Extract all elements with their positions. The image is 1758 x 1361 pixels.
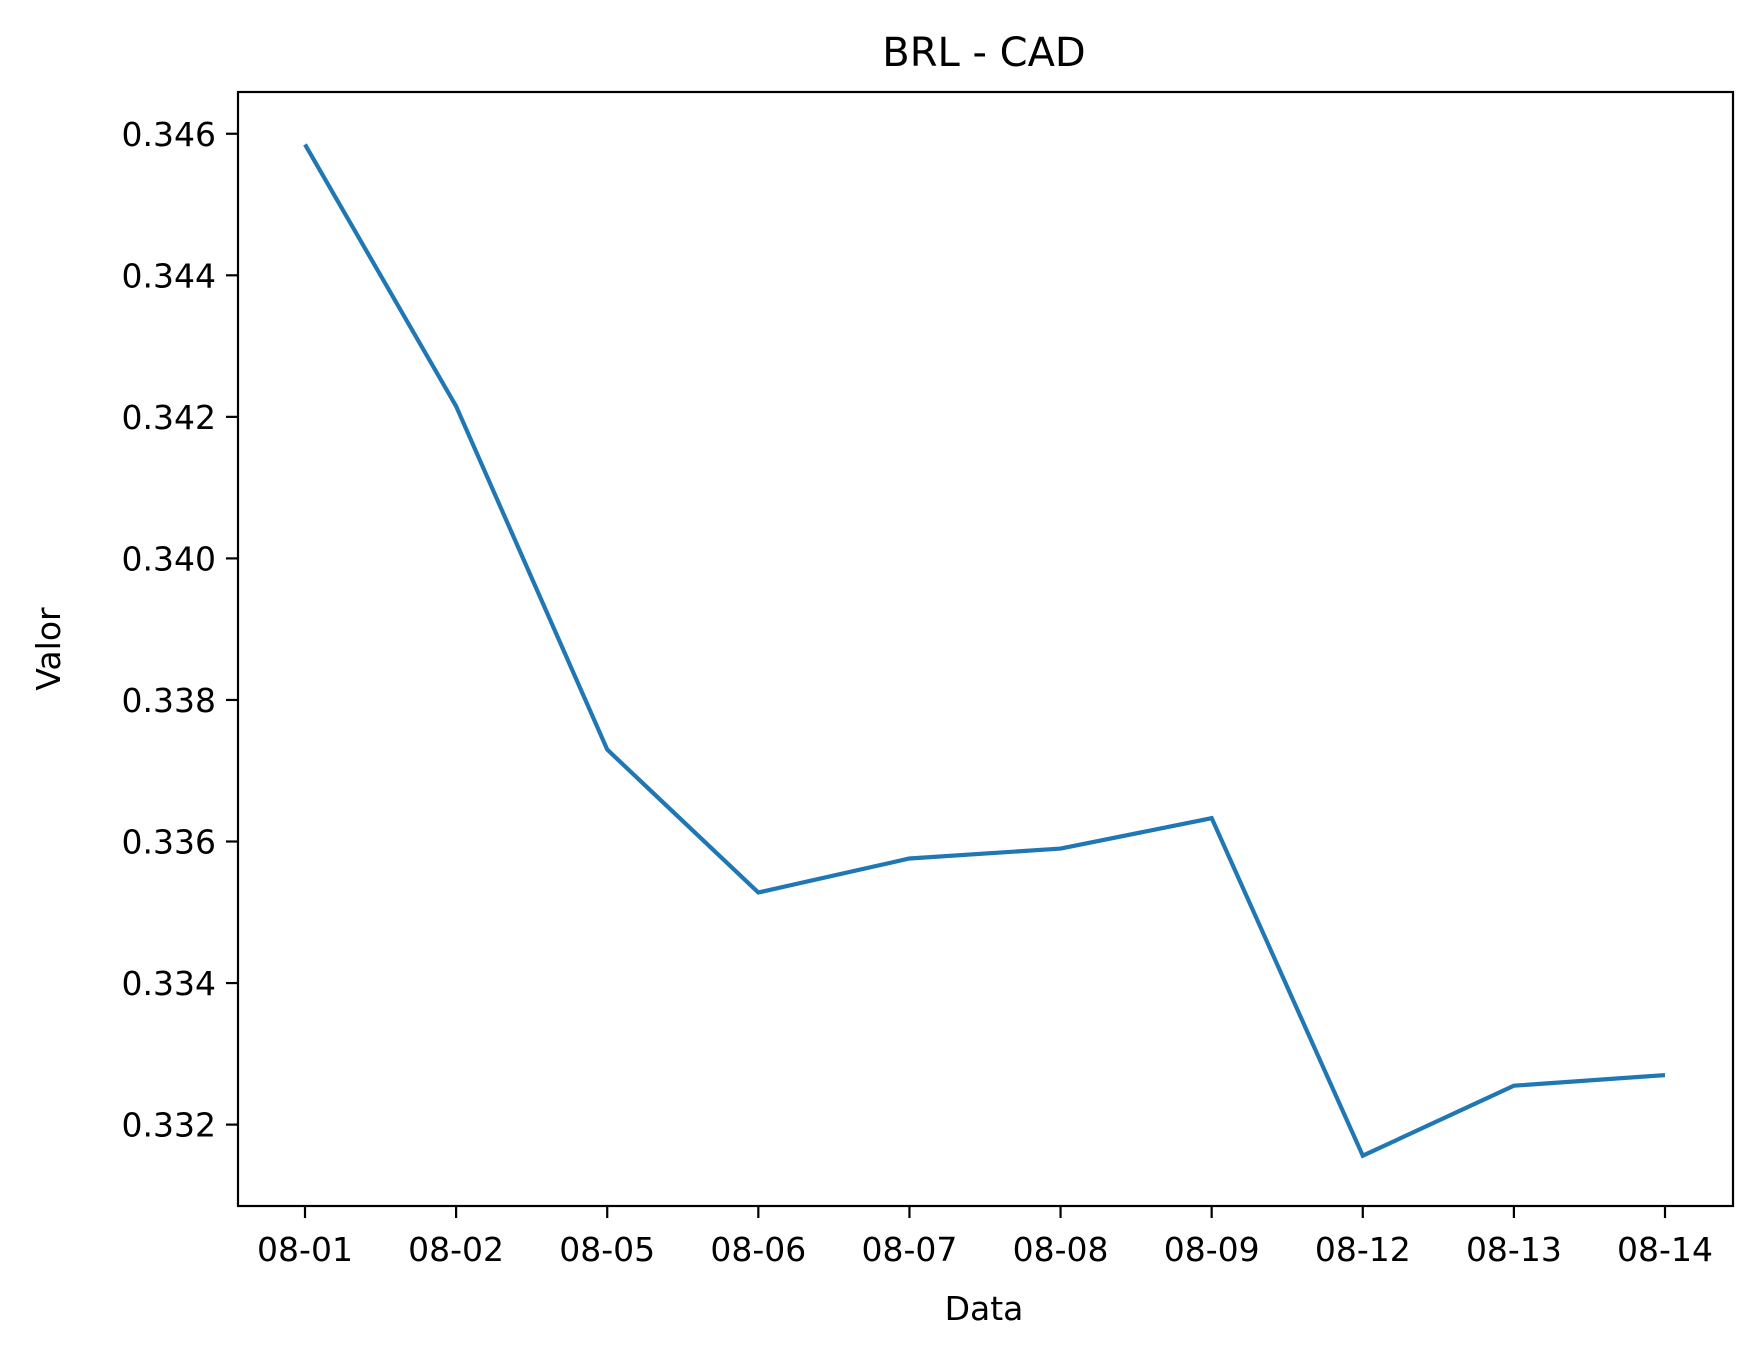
- chart-title: BRL - CAD: [882, 30, 1085, 76]
- x-axis: 08-01 08-02 08-05 08-06 08-07 08-08 08-09 08-12…: [257, 1206, 1713, 1269]
- x-tick-label: 08-05: [559, 1230, 655, 1269]
- y-tick-label: 0.338: [122, 681, 216, 720]
- x-tick-label: 08-06: [710, 1230, 806, 1269]
- plot-frame: [236, 90, 1735, 1208]
- x-tick-label: 08-12: [1315, 1230, 1411, 1269]
- y-tick-label: 0.334: [122, 964, 216, 1003]
- x-tick-label: 08-09: [1164, 1230, 1260, 1269]
- x-tick-label: 08-02: [408, 1230, 504, 1269]
- y-tick-label: 0.336: [122, 823, 216, 862]
- series-line: [303, 143, 1666, 1159]
- x-tick-label: 08-01: [257, 1230, 353, 1269]
- x-axis-label: Data: [945, 1289, 1024, 1328]
- y-tick-label: 0.342: [122, 398, 216, 437]
- y-tick-label: 0.344: [122, 256, 216, 295]
- x-tick-label: 08-14: [1617, 1230, 1713, 1269]
- y-axis-label: Valor: [29, 607, 68, 691]
- y-tick-label: 0.332: [122, 1106, 216, 1145]
- plot-area: [236, 90, 1735, 1208]
- x-tick-label: 08-13: [1466, 1230, 1562, 1269]
- x-tick-label: 08-07: [861, 1230, 957, 1269]
- series-layer: [303, 143, 1666, 1159]
- y-tick-label: 0.340: [122, 539, 216, 578]
- x-tick-label: 08-08: [1013, 1230, 1109, 1269]
- y-tick-label: 0.346: [122, 115, 216, 154]
- y-axis: 0.332 0.334 0.336 0.338 0.340 0.342 0.344 0.346: [122, 115, 238, 1145]
